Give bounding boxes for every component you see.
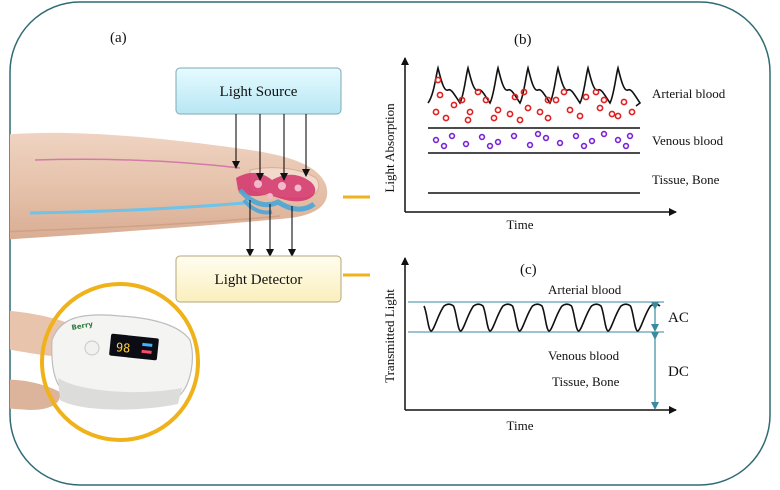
finger-illustration xyxy=(10,132,328,240)
panel-c-tissue-label: Tissue, Bone xyxy=(552,374,620,389)
panel-b-arterial-label: Arterial blood xyxy=(652,86,726,101)
panel-b-label: (b) xyxy=(514,32,532,48)
arterial-dot xyxy=(434,76,442,84)
artery-line xyxy=(34,158,241,169)
transmitted-light-arrows xyxy=(246,200,296,257)
venous-dot xyxy=(462,140,470,148)
arterial-dot xyxy=(576,112,584,120)
venous-dot xyxy=(440,142,448,150)
panel-b-venous-label: Venous blood xyxy=(652,133,724,148)
arterial-dot xyxy=(490,114,498,122)
oximeter-screen xyxy=(109,333,159,361)
venous-dot xyxy=(556,139,564,147)
arterial-dot xyxy=(516,116,524,124)
incident-light-arrows xyxy=(232,114,310,181)
venous-dot xyxy=(626,132,634,140)
panel-b: (b) Light Absorption Time Arterial blood… xyxy=(382,32,726,232)
arterial-dot xyxy=(592,88,600,96)
arterial-dot xyxy=(520,88,528,96)
arterial-dot xyxy=(442,114,450,122)
vein-line xyxy=(29,201,246,215)
arterial-dot xyxy=(620,98,628,106)
light-source-label: Light Source xyxy=(220,84,298,100)
panel-b-x-axis-label: Time xyxy=(507,217,534,232)
ac-label: AC xyxy=(668,310,689,326)
arterial-dot xyxy=(628,108,636,116)
device-highlight-ring xyxy=(40,282,200,442)
panel-a-label: (a) xyxy=(110,30,127,46)
arterial-dot xyxy=(560,88,568,96)
venous-dot xyxy=(580,142,588,150)
venous-dot xyxy=(478,133,486,141)
arterial-dot xyxy=(536,108,544,116)
panel-c-transmitted-waveform xyxy=(423,303,661,332)
venous-dot xyxy=(614,136,622,144)
arterial-dot xyxy=(582,93,590,101)
oximeter-button xyxy=(84,340,100,356)
arterial-dot xyxy=(466,108,474,116)
arterial-dot xyxy=(524,104,532,112)
venous-dot xyxy=(600,130,608,138)
arterial-dot xyxy=(436,91,444,99)
venous-dot xyxy=(526,141,534,149)
light-source-box: Light Source xyxy=(175,67,342,115)
panel-b-arterial-waveform xyxy=(427,64,642,107)
venous-dot xyxy=(572,132,580,140)
arterial-dot xyxy=(458,96,466,104)
panel-c-venous-label: Venous blood xyxy=(548,348,620,363)
venous-dot xyxy=(622,142,630,150)
venous-dot xyxy=(534,130,542,138)
panel-b-y-axis-label: Light Absorption xyxy=(382,103,397,193)
oximeter-brand: Berry xyxy=(71,320,94,332)
panel-c-label: (c) xyxy=(520,262,537,278)
panel-c-y-axis-label: Transmitted Light xyxy=(382,289,397,383)
arterial-dot xyxy=(600,96,608,104)
venous-dot xyxy=(510,132,518,140)
vessel-network xyxy=(236,172,316,215)
panel-c-x-axis-label: Time xyxy=(507,418,534,433)
arterial-dot xyxy=(552,96,560,104)
arterial-dot xyxy=(474,88,482,96)
panel-b-tissue-label: Tissue, Bone xyxy=(652,172,720,187)
arterial-dot xyxy=(566,106,574,114)
arterial-dot xyxy=(450,101,458,109)
arterial-dot xyxy=(432,108,440,116)
venous-dot xyxy=(494,138,502,146)
arterial-dot xyxy=(482,96,490,104)
panel-b-arterial-dots xyxy=(432,76,636,124)
arterial-dot xyxy=(544,96,552,104)
arterial-dot xyxy=(464,116,472,124)
panel-b-venous-dots xyxy=(432,130,634,150)
light-detector-box: Light Detector xyxy=(175,255,342,303)
arterial-dot xyxy=(494,106,502,114)
outer-frame xyxy=(9,1,771,486)
venous-dot xyxy=(542,134,550,142)
arterial-dot xyxy=(506,110,514,118)
arterial-dot xyxy=(614,112,622,120)
venous-dot xyxy=(448,132,456,140)
venous-dot xyxy=(486,142,494,150)
dc-label: DC xyxy=(668,364,689,380)
light-detector-label: Light Detector xyxy=(215,272,303,288)
arterial-dot xyxy=(608,110,616,118)
venous-dot xyxy=(588,137,596,145)
venous-dot xyxy=(432,136,440,144)
arterial-dot xyxy=(596,104,604,112)
oximeter-display-value: 98 xyxy=(115,340,131,355)
arterial-dot xyxy=(544,114,552,122)
panel-c-arterial-label: Arterial blood xyxy=(548,282,622,297)
arterial-dot xyxy=(511,93,519,101)
panel-c: (c) Transmitted Light Time Arterial bloo… xyxy=(382,257,689,433)
